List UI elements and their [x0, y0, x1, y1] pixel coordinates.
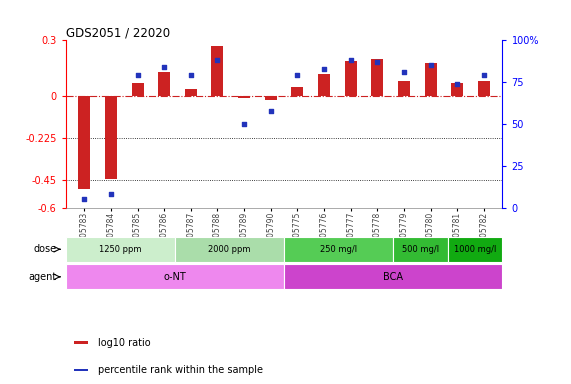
Bar	[291, 87, 303, 96]
Point	[479, 73, 488, 79]
Text: GDS2051 / 22020: GDS2051 / 22020	[66, 26, 170, 39]
Point	[453, 81, 462, 87]
Bar	[74, 369, 87, 371]
Bar	[66, 265, 284, 289]
Bar	[238, 96, 250, 98]
Text: agent: agent	[29, 272, 57, 282]
Point	[266, 108, 275, 114]
Point	[133, 73, 142, 79]
Text: BCA: BCA	[383, 272, 403, 282]
Bar	[78, 96, 90, 189]
Bar	[284, 237, 393, 262]
Bar	[175, 237, 284, 262]
Bar	[131, 83, 143, 96]
Text: 500 mg/l: 500 mg/l	[402, 245, 439, 254]
Text: o-NT: o-NT	[163, 272, 186, 282]
Bar	[284, 265, 502, 289]
Text: 2000 ppm: 2000 ppm	[208, 245, 251, 254]
Point	[240, 121, 249, 127]
Point	[160, 64, 169, 70]
Bar	[318, 74, 330, 96]
Bar	[185, 89, 197, 96]
Point	[186, 73, 195, 79]
Point	[399, 69, 408, 75]
Bar	[371, 59, 383, 96]
Bar	[448, 237, 502, 262]
Bar	[158, 72, 170, 96]
Text: 1000 mg/l: 1000 mg/l	[454, 245, 496, 254]
Bar	[211, 46, 223, 96]
Bar	[398, 81, 410, 96]
Bar	[66, 237, 175, 262]
Bar	[345, 61, 357, 96]
Point	[319, 66, 328, 72]
Bar	[265, 96, 277, 100]
Point	[426, 62, 435, 68]
Bar	[74, 341, 87, 344]
Bar	[393, 237, 448, 262]
Bar	[451, 83, 463, 96]
Text: log10 ratio: log10 ratio	[98, 338, 151, 348]
Point	[80, 196, 89, 202]
Point	[293, 73, 302, 79]
Point	[106, 191, 115, 197]
Bar	[478, 81, 490, 96]
Point	[213, 57, 222, 63]
Point	[373, 59, 382, 65]
Text: 250 mg/l: 250 mg/l	[320, 245, 357, 254]
Bar	[105, 96, 117, 179]
Bar	[425, 63, 437, 96]
Text: dose: dose	[34, 244, 57, 254]
Point	[346, 57, 355, 63]
Text: 1250 ppm: 1250 ppm	[99, 245, 142, 254]
Text: percentile rank within the sample: percentile rank within the sample	[98, 365, 263, 375]
